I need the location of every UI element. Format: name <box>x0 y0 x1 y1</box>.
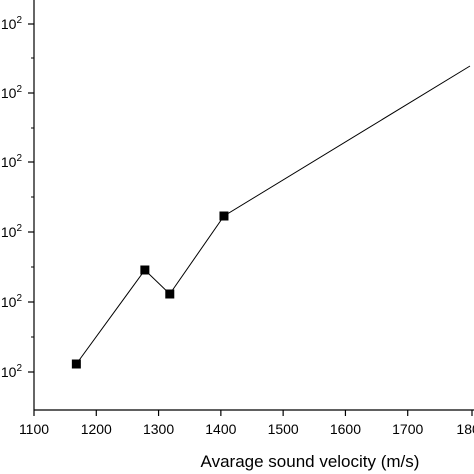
y-tick-label: 102 <box>1 293 23 310</box>
y-tick-label: 102 <box>1 363 23 380</box>
x-tick-label: 1600 <box>330 421 361 437</box>
x-tick-label: 1200 <box>81 421 112 437</box>
x-tick-label: 1300 <box>143 421 174 437</box>
y-tick-label: 102 <box>1 153 23 170</box>
y-tick-label: 102 <box>1 15 23 32</box>
y-tick-label: 102 <box>1 84 23 101</box>
series <box>71 65 471 369</box>
x-axis-title: Avarage sound velocity (m/s) <box>201 452 420 471</box>
series-line <box>75 65 471 365</box>
y-tick-label: 102 <box>1 223 23 240</box>
data-point <box>219 211 229 221</box>
x-tick-label: 1100 <box>19 421 49 437</box>
data-point <box>140 265 150 275</box>
x-tick-label: 1800 <box>456 421 474 437</box>
y-ticks: 102 102 102 102 102 102 <box>1 15 34 380</box>
x-tick-label: 1700 <box>392 421 423 437</box>
x-tick-label: 1400 <box>205 421 236 437</box>
data-point <box>165 289 175 299</box>
data-point <box>71 359 81 369</box>
x-tick-label: 1500 <box>268 421 299 437</box>
x-ticks: 1100 1200 1300 1400 1500 1600 1700 1800 <box>19 410 474 437</box>
